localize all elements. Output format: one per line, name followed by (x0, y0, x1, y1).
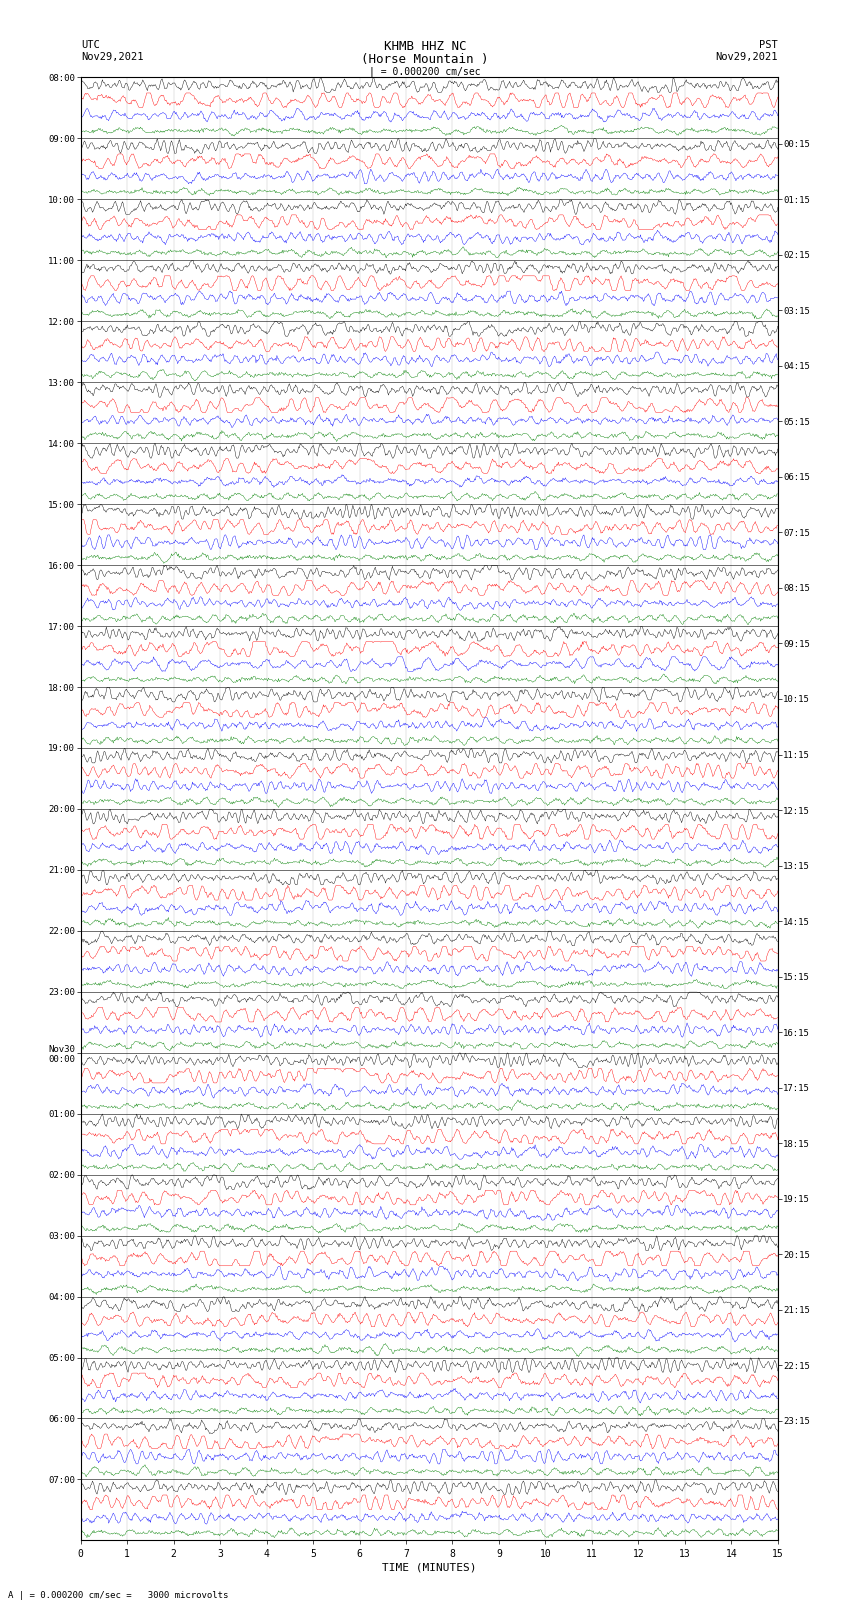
Text: UTC: UTC (81, 40, 99, 50)
Text: KHMB HHZ NC: KHMB HHZ NC (383, 40, 467, 53)
Text: | = 0.000200 cm/sec: | = 0.000200 cm/sec (369, 66, 481, 77)
Text: Nov29,2021: Nov29,2021 (81, 52, 144, 61)
Text: Nov29,2021: Nov29,2021 (715, 52, 778, 61)
Text: PST: PST (759, 40, 778, 50)
Text: A | = 0.000200 cm/sec =   3000 microvolts: A | = 0.000200 cm/sec = 3000 microvolts (8, 1590, 229, 1600)
X-axis label: TIME (MINUTES): TIME (MINUTES) (382, 1563, 477, 1573)
Text: (Horse Mountain ): (Horse Mountain ) (361, 53, 489, 66)
